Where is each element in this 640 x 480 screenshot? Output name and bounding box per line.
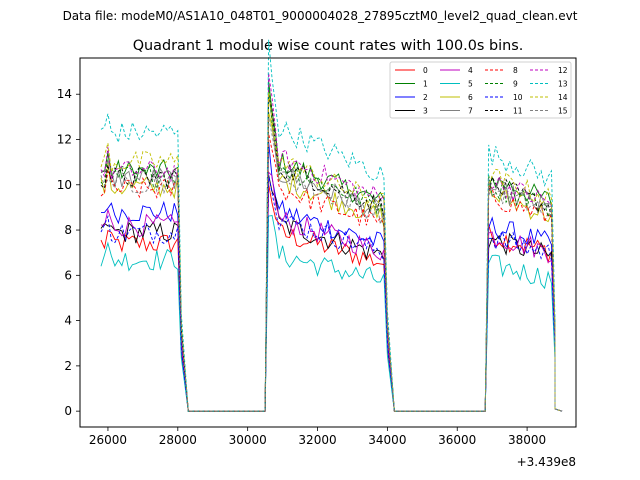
legend-label: 13	[558, 80, 568, 89]
y-tick-label: 6	[64, 268, 72, 282]
legend-label: 11	[513, 107, 523, 116]
series-line-2	[101, 141, 563, 412]
legend-label: 9	[513, 80, 518, 89]
series-line-15	[100, 117, 563, 412]
x-tick-label: 28000	[159, 433, 197, 447]
legend-box	[389, 61, 572, 119]
y-tick-label: 2	[64, 359, 72, 373]
legend-label: 12	[558, 66, 568, 75]
figure-suptitle: Data file: modeM0/AS1A10_048T01_90000040…	[63, 9, 578, 23]
legend-label: 2	[423, 93, 428, 102]
axes-frame	[79, 57, 577, 428]
series-line-4	[100, 171, 563, 412]
y-tick-label: 10	[57, 178, 72, 192]
y-tick-label: 12	[57, 132, 72, 146]
y-tick-label: 4	[64, 314, 72, 328]
series-line-10	[100, 175, 563, 412]
series-layer	[100, 39, 563, 412]
legend-label: 15	[558, 107, 568, 116]
y-tick-label: 8	[64, 223, 72, 237]
x-tick-label: 26000	[89, 433, 127, 447]
series-line-6	[100, 111, 563, 412]
series-line-12	[100, 72, 563, 412]
legend-label: 3	[423, 107, 428, 116]
plot-area	[79, 39, 577, 428]
legend-label: 8	[513, 66, 518, 75]
series-line-3	[100, 174, 563, 412]
y-tick-label: 14	[57, 87, 72, 101]
y-axis: 0 2 4 6 8 10 12 14	[57, 87, 80, 418]
legend-label: 6	[468, 93, 473, 102]
x-tick-label: 38000	[508, 433, 546, 447]
series-line-1	[100, 80, 563, 412]
x-axis: 26000 28000 30000 32000 34000 36000 38000	[89, 427, 546, 447]
series-line-0	[100, 184, 563, 412]
series-line-13	[100, 39, 563, 412]
series-line-11	[100, 96, 563, 412]
x-tick-label: 36000	[438, 433, 476, 447]
legend-label: 5	[468, 80, 473, 89]
series-line-5	[100, 214, 563, 412]
series-line-14	[100, 92, 563, 412]
series-line-8	[100, 133, 563, 412]
legend-label: 7	[468, 107, 473, 116]
chart-title: Quadrant 1 module wise count rates with …	[133, 38, 524, 54]
legend-label: 1	[423, 80, 428, 89]
x-tick-label: 32000	[298, 433, 336, 447]
legend-label: 0	[423, 66, 428, 75]
legend-label: 14	[558, 93, 568, 102]
y-tick-label: 0	[64, 404, 72, 418]
x-axis-offset-label: +3.439e8	[517, 455, 576, 469]
x-tick-label: 34000	[368, 433, 406, 447]
x-tick-label: 30000	[229, 433, 267, 447]
legend-label: 10	[513, 93, 523, 102]
legend-label: 4	[468, 66, 473, 75]
